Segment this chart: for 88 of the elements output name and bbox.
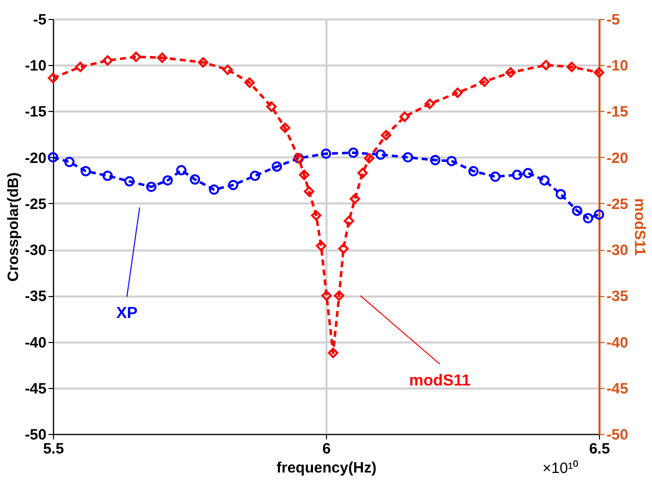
point	[512, 170, 522, 180]
y-axis-title: Crosspolar(dB)	[4, 172, 22, 282]
y2-tick-label: -40	[606, 334, 628, 352]
y-tick-label: -25	[24, 196, 46, 213]
point	[244, 77, 255, 88]
point	[102, 55, 113, 66]
y-tick-label: -50	[24, 426, 46, 444]
y2-tick-label: -5	[606, 12, 620, 28]
y-tick-label: -30	[24, 242, 46, 260]
point	[350, 194, 360, 204]
point	[490, 172, 500, 182]
point	[320, 148, 332, 159]
point	[102, 170, 113, 181]
point	[402, 152, 414, 163]
point	[304, 186, 314, 197]
point	[357, 168, 368, 178]
point	[539, 175, 550, 186]
point	[375, 149, 386, 160]
y2-tick-label: -30	[606, 242, 628, 260]
y-tick-label: -15	[24, 104, 46, 121]
point	[80, 166, 91, 176]
y2-tick-label: -20	[606, 150, 628, 167]
point	[190, 174, 200, 185]
point	[48, 152, 58, 163]
point	[344, 216, 354, 226]
y2-tick-label: -10	[606, 58, 628, 75]
point	[424, 98, 435, 110]
x-tick-label: 6	[322, 440, 331, 458]
y2-tick-label: -45	[606, 380, 628, 398]
y-tick-label: -20	[24, 150, 46, 167]
point	[310, 210, 322, 221]
point	[572, 206, 582, 216]
point	[522, 168, 534, 178]
point	[146, 182, 156, 192]
point	[430, 154, 440, 166]
text: XP	[116, 304, 138, 322]
point	[328, 348, 338, 358]
point	[594, 209, 604, 220]
point	[452, 88, 463, 98]
point	[280, 122, 290, 134]
point	[222, 64, 233, 75]
point	[364, 153, 374, 164]
y-tick-label: -45	[24, 380, 46, 398]
point	[48, 72, 58, 84]
point	[566, 62, 577, 72]
point	[124, 176, 135, 186]
point	[130, 52, 142, 62]
point	[176, 165, 186, 176]
y-tick-label: -40	[24, 334, 46, 352]
x-tick-label: 6.5	[589, 440, 610, 458]
y2-tick-label: -25	[606, 196, 628, 213]
point	[334, 290, 344, 301]
point	[505, 67, 516, 78]
point	[380, 130, 392, 140]
point	[228, 180, 238, 190]
point	[75, 62, 86, 72]
point	[582, 213, 594, 224]
point	[446, 156, 457, 166]
point	[250, 170, 260, 181]
text: ×10¹⁰	[542, 460, 578, 477]
point	[266, 101, 277, 112]
point	[64, 156, 75, 168]
y-tick-label: -5	[33, 12, 46, 28]
y2-tick-label: -15	[606, 104, 628, 121]
y2-tick-label: -35	[606, 288, 628, 306]
point	[399, 112, 410, 122]
text: modS11	[409, 372, 471, 390]
point	[348, 148, 358, 158]
point	[157, 52, 168, 63]
y-tick-label: -10	[24, 58, 46, 75]
point	[479, 76, 490, 87]
point	[272, 161, 282, 172]
point	[162, 175, 173, 186]
x-tick-label: 5.5	[43, 440, 64, 458]
point	[556, 189, 566, 200]
point	[321, 290, 332, 301]
y-tick-label: -35	[24, 288, 46, 306]
point	[198, 57, 208, 68]
point	[540, 60, 552, 70]
point	[468, 166, 479, 176]
point	[298, 170, 310, 180]
x-axis-title: frequency(Hz)	[276, 460, 377, 476]
y2-axis-title: modS11	[631, 198, 648, 256]
point	[316, 240, 326, 252]
y2-tick-label: -50	[606, 426, 628, 444]
point	[594, 67, 604, 78]
point	[208, 184, 220, 195]
point	[338, 243, 349, 254]
